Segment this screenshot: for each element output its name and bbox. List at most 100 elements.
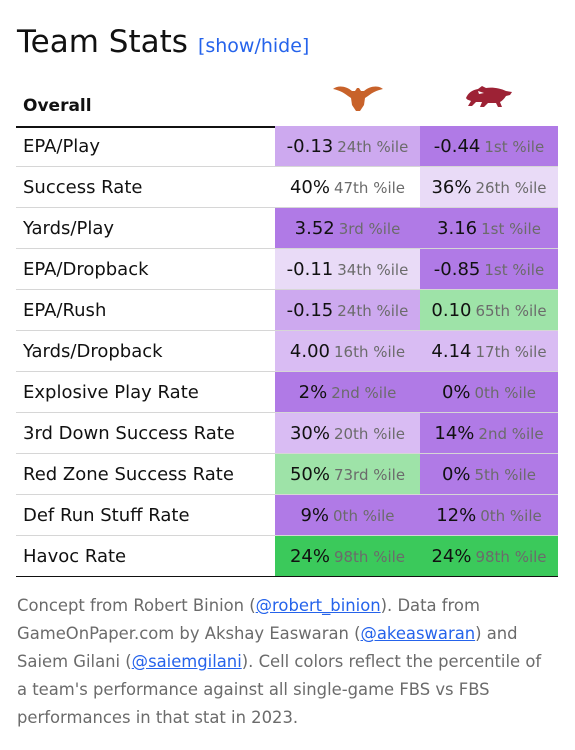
texas-percentile: 47th %ile (333, 178, 406, 197)
page-title: Team Stats (17, 24, 188, 60)
texas-value: 30% (289, 422, 330, 444)
arkansas-percentile: 1st %ile (481, 219, 541, 238)
table-row: Success Rate 40% 47th %ile 36% 26th %ile (16, 166, 558, 208)
arkansas-value: 0% (441, 463, 471, 485)
arkansas-percentile: 2nd %ile (478, 424, 544, 443)
arkansas-percentile: 1st %ile (484, 137, 545, 156)
texas-percentile: 0th %ile (333, 506, 395, 525)
arkansas-percentile: 17th %ile (475, 342, 547, 361)
stat-name: 3rd Down Success Rate (16, 412, 275, 454)
texas-percentile: 34th %ile (337, 260, 409, 279)
texas-longhorn-logo-icon (332, 83, 384, 117)
arkansas-value-cell: 24% 98th %ile (420, 535, 558, 577)
arkansas-value: 4.14 (431, 340, 472, 362)
table-row: EPA/Dropback -0.11 34th %ile -0.85 1st %ile (16, 248, 558, 290)
table-row: Explosive Play Rate 2% 2nd %ile 0% 0th %ile (16, 371, 558, 413)
table-row: 3rd Down Success Rate 30% 20th %ile 14% 2nd … (16, 412, 558, 454)
texas-value-cell: 50% 73rd %ile (275, 453, 420, 495)
arkansas-value-cell: 3.16 1st %ile (420, 207, 558, 249)
stats-table: EPA/Play -0.13 24th %ile -0.44 1st %ile Succe… (16, 126, 558, 577)
link-akeaswaran[interactable]: @akeaswaran (360, 624, 476, 643)
title-row: Team Stats [show/hide] (17, 24, 309, 60)
texas-value: -0.15 (286, 299, 334, 321)
arkansas-value: 14% (434, 422, 475, 444)
arkansas-razorback-logo-icon (464, 84, 514, 114)
texas-percentile: 24th %ile (337, 137, 409, 156)
texas-percentile: 20th %ile (333, 424, 406, 443)
table-header: Overall (16, 80, 558, 128)
arkansas-value: 12% (436, 504, 477, 526)
arkansas-value: 0.10 (431, 299, 472, 321)
texas-value: -0.13 (286, 135, 334, 157)
texas-value: 24% (289, 545, 330, 567)
table-row: Havoc Rate 24% 98th %ile 24% 98th %ile (16, 535, 558, 577)
texas-percentile: 2nd %ile (331, 383, 397, 402)
footer-text-2: ). Data from GameOnPaper.com by Akshay E… (17, 596, 480, 643)
texas-value-cell: -0.15 24th %ile (275, 289, 420, 331)
arkansas-percentile: 5th %ile (474, 465, 537, 484)
table-row: Red Zone Success Rate 50% 73rd %ile 0% 5th %… (16, 453, 558, 495)
arkansas-value: -0.85 (433, 258, 481, 280)
texas-percentile: 3rd %ile (338, 219, 401, 238)
texas-value: 50% (289, 463, 330, 485)
stat-name: Yards/Play (16, 207, 275, 249)
stat-name: EPA/Dropback (16, 248, 275, 290)
arkansas-value-cell: 4.14 17th %ile (420, 330, 558, 372)
arkansas-value: 3.16 (437, 217, 478, 239)
texas-value-cell: -0.13 24th %ile (275, 126, 420, 167)
arkansas-percentile: 26th %ile (475, 178, 547, 197)
arkansas-value-cell: -0.44 1st %ile (420, 126, 558, 167)
texas-percentile: 98th %ile (333, 547, 406, 566)
footer-text-1: Concept from Robert Binion ( (17, 596, 256, 615)
footer-note: Concept from Robert Binion (@robert_bini… (17, 592, 547, 732)
link-robert-binion[interactable]: @robert_binion (255, 596, 381, 615)
texas-value-cell: 3.52 3rd %ile (275, 207, 420, 249)
footer-text-3: ) and Saiem Gilani ( (17, 624, 518, 671)
stat-name: Explosive Play Rate (16, 371, 275, 413)
table-row: Yards/Dropback 4.00 16th %ile 4.14 17th %ile (16, 330, 558, 372)
texas-value: 3.52 (294, 217, 335, 239)
arkansas-value-cell: 36% 26th %ile (420, 166, 558, 208)
show-hide-toggle[interactable]: [show/hide] (197, 35, 310, 57)
texas-value: 9% (300, 504, 330, 526)
table-row: Def Run Stuff Rate 9% 0th %ile 12% 0th %ile (16, 494, 558, 536)
stat-name: Def Run Stuff Rate (16, 494, 275, 536)
arkansas-value-cell: 0% 0th %ile (420, 371, 558, 413)
arkansas-percentile: 98th %ile (475, 547, 547, 566)
table-row: Yards/Play 3.52 3rd %ile 3.16 1st %ile (16, 207, 558, 249)
texas-value-cell: -0.11 34th %ile (275, 248, 420, 290)
stat-name: EPA/Play (16, 126, 275, 167)
texas-percentile: 73rd %ile (333, 465, 406, 484)
arkansas-value-cell: 0% 5th %ile (420, 453, 558, 495)
stat-name: Yards/Dropback (16, 330, 275, 372)
texas-value-cell: 40% 47th %ile (275, 166, 420, 208)
texas-percentile: 16th %ile (334, 342, 406, 361)
arkansas-percentile: 65th %ile (475, 301, 547, 320)
link-saiemgilani[interactable]: @saiemgilani (131, 652, 242, 671)
arkansas-value: -0.44 (433, 135, 481, 157)
texas-percentile: 24th %ile (337, 301, 409, 320)
table-row: EPA/Play -0.13 24th %ile -0.44 1st %ile (16, 126, 558, 167)
stat-name: Success Rate (16, 166, 275, 208)
texas-value-cell: 30% 20th %ile (275, 412, 420, 454)
arkansas-percentile: 1st %ile (484, 260, 545, 279)
texas-value: 40% (289, 176, 330, 198)
table-row: EPA/Rush -0.15 24th %ile 0.10 65th %ile (16, 289, 558, 331)
stat-name: Red Zone Success Rate (16, 453, 275, 495)
arkansas-value: 0% (441, 381, 471, 403)
arkansas-value-cell: -0.85 1st %ile (420, 248, 558, 290)
texas-value: 4.00 (289, 340, 330, 362)
arkansas-value-cell: 14% 2nd %ile (420, 412, 558, 454)
arkansas-percentile: 0th %ile (480, 506, 542, 525)
texas-value-cell: 9% 0th %ile (275, 494, 420, 536)
texas-value: 2% (298, 381, 328, 403)
arkansas-value: 24% (431, 545, 472, 567)
texas-value-cell: 4.00 16th %ile (275, 330, 420, 372)
arkansas-percentile: 0th %ile (474, 383, 537, 402)
arkansas-value: 36% (431, 176, 472, 198)
stat-name: Havoc Rate (16, 535, 275, 577)
arkansas-value-cell: 12% 0th %ile (420, 494, 558, 536)
header-label: Overall (23, 96, 92, 116)
texas-value: -0.11 (286, 258, 334, 280)
